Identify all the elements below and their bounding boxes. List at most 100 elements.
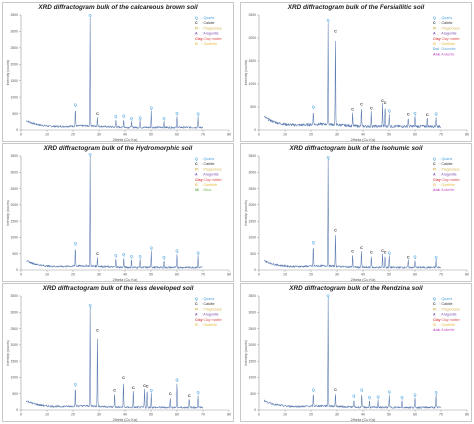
peak-label: C bbox=[384, 251, 387, 255]
x-tick-label: 40 bbox=[123, 273, 127, 277]
y-tick-label: 3500 bbox=[248, 294, 256, 298]
peak-label: Q bbox=[414, 393, 417, 397]
peak-label: Q bbox=[74, 383, 77, 387]
legend-label: : Quartz bbox=[440, 16, 453, 20]
y-tick-label: 500 bbox=[12, 112, 18, 116]
legend-label: : Quartz bbox=[202, 157, 215, 161]
y-tick-label: 500 bbox=[250, 105, 256, 109]
y-axis-label: Intensity (counts) bbox=[244, 340, 248, 366]
y-tick-label: 1000 bbox=[248, 82, 256, 86]
peak-label: Q bbox=[327, 294, 330, 298]
x-axis-label: 2theta (Cu Kα) bbox=[113, 278, 139, 282]
legend-symbol: Clay bbox=[433, 37, 441, 41]
peak-label: C bbox=[122, 376, 125, 380]
peak-label: C bbox=[334, 30, 337, 34]
y-tick-label: 2500 bbox=[10, 327, 18, 331]
y-tick-label: 3000 bbox=[248, 170, 256, 174]
y-tick-label: 0 bbox=[254, 128, 256, 132]
panel-hydromorphic-soil: XRD diffractogram bulk of the Hydromorph… bbox=[2, 143, 234, 282]
peak-label: C bbox=[113, 389, 116, 393]
legend-symbol: Q bbox=[195, 157, 198, 161]
legend-symbol: C bbox=[433, 162, 436, 166]
y-tick-label: 2000 bbox=[10, 343, 18, 347]
legend-label: : Goethite bbox=[202, 323, 218, 327]
diffractogram-trace bbox=[26, 156, 203, 269]
y-tick-label: 3500 bbox=[10, 154, 18, 158]
peak-label: Q bbox=[89, 14, 92, 18]
legend-symbol: C bbox=[195, 162, 198, 166]
legend-label: : Aragonite bbox=[440, 313, 457, 317]
x-tick-label: 50 bbox=[387, 133, 391, 137]
x-tick-label: 50 bbox=[387, 273, 391, 277]
x-tick-label: 0 bbox=[20, 133, 22, 137]
axes bbox=[258, 156, 467, 271]
legend-label: : Calcite bbox=[202, 21, 215, 25]
y-axis-label: Intensity (counts) bbox=[6, 60, 10, 86]
peak-label: C bbox=[351, 108, 354, 112]
legend-label: : Ankerite bbox=[440, 328, 455, 332]
legend-symbol: Clay bbox=[433, 318, 441, 322]
legend-label: : Clay matter bbox=[440, 178, 461, 182]
y-tick-label: 0 bbox=[254, 268, 256, 272]
x-tick-label: 30 bbox=[335, 133, 339, 137]
chart-title: XRD diffractogram bulk of the calcareous… bbox=[38, 4, 198, 11]
legend-label: : Ankerite bbox=[440, 188, 455, 192]
x-tick-label: 40 bbox=[361, 133, 365, 137]
x-tick-label: 30 bbox=[97, 413, 101, 417]
legend-symbol: G bbox=[433, 183, 436, 187]
peak-label: Q bbox=[114, 115, 117, 119]
peak-label: Q bbox=[414, 255, 417, 259]
legend-symbol: Q bbox=[433, 157, 436, 161]
peak-label: C bbox=[146, 385, 149, 389]
y-tick-label: 500 bbox=[250, 252, 256, 256]
peak-label: Q bbox=[74, 241, 77, 245]
legend-label: : Aragonite bbox=[440, 32, 457, 36]
y-tick-label: 2000 bbox=[10, 62, 18, 66]
chart-title: XRD diffractogram bulk of the Fersiallit… bbox=[287, 4, 425, 11]
y-tick-label: 0 bbox=[16, 268, 18, 272]
legend-label: : Calcite bbox=[202, 302, 215, 306]
y-tick-label: 2500 bbox=[248, 327, 256, 331]
legend-label: : Clay matter bbox=[202, 37, 223, 41]
y-tick-label: 1000 bbox=[10, 376, 18, 380]
peak-label: Q bbox=[435, 255, 438, 259]
x-tick-label: 50 bbox=[149, 413, 153, 417]
x-axis-label: 2theta (Cu Kα) bbox=[113, 138, 139, 142]
x-tick-label: 0 bbox=[258, 133, 260, 137]
legend-symbol: C bbox=[195, 21, 198, 25]
x-axis-label: 2theta (Cu Kα) bbox=[351, 138, 377, 142]
x-tick-label: 0 bbox=[20, 273, 22, 277]
peak-label: Q bbox=[435, 112, 438, 116]
x-tick-label: 30 bbox=[335, 273, 339, 277]
legend-label: : Plagioclase bbox=[202, 307, 222, 311]
legend-symbol: A bbox=[195, 32, 198, 36]
legend-label: : Aragonite bbox=[202, 173, 219, 177]
legend-label: : Ankerite bbox=[440, 52, 455, 56]
legend-symbol: A bbox=[195, 313, 198, 317]
peak-label: Q bbox=[327, 19, 330, 23]
legend-symbol: Q bbox=[195, 297, 198, 301]
x-tick-label: 40 bbox=[361, 273, 365, 277]
peak-label: C bbox=[96, 328, 99, 332]
x-tick-label: 80 bbox=[227, 273, 231, 277]
x-tick-label: 50 bbox=[149, 273, 153, 277]
legend-label: : Clay matter bbox=[202, 318, 223, 322]
y-tick-label: 2000 bbox=[10, 203, 18, 207]
legend-label: : Goethite bbox=[440, 183, 456, 187]
x-tick-label: 0 bbox=[258, 413, 260, 417]
y-tick-label: 1500 bbox=[248, 219, 256, 223]
peak-label: Q bbox=[176, 111, 179, 115]
x-tick-label: 10 bbox=[45, 273, 49, 277]
x-tick-label: 20 bbox=[309, 413, 313, 417]
peak-label: Q bbox=[163, 116, 166, 120]
legend-symbol: A bbox=[195, 173, 198, 177]
peak-label: Q bbox=[388, 390, 391, 394]
legend-symbol: Clay bbox=[433, 178, 441, 182]
peak-label: Q bbox=[414, 112, 417, 116]
peak-label: Q bbox=[130, 255, 133, 259]
y-tick-label: 0 bbox=[16, 128, 18, 132]
panel-isohumic-soil: XRD diffractogram bulk of the Isohumic s… bbox=[240, 143, 472, 282]
legend-symbol: Pl bbox=[195, 307, 198, 311]
y-tick-label: 1500 bbox=[10, 79, 18, 83]
diffractogram-trace bbox=[263, 158, 441, 269]
